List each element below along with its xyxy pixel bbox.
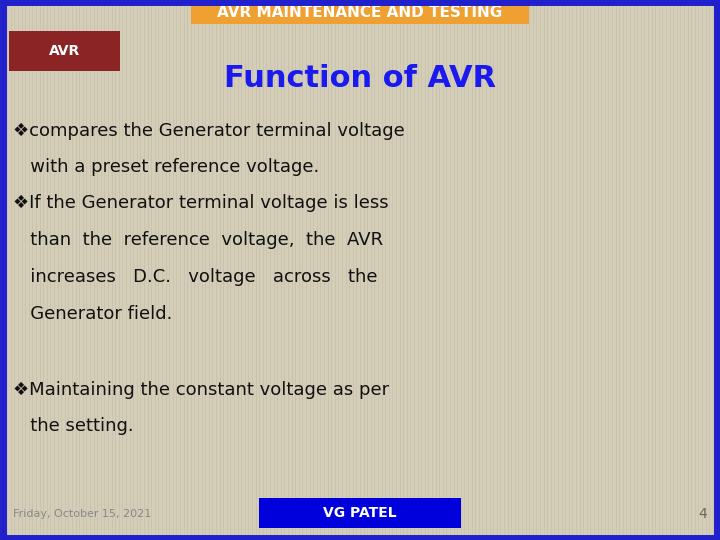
Text: AVR MAINTENANCE AND TESTING: AVR MAINTENANCE AND TESTING <box>217 5 503 21</box>
Bar <box>9 31 120 71</box>
Text: than  the  reference  voltage,  the  AVR: than the reference voltage, the AVR <box>13 231 383 249</box>
Text: the setting.: the setting. <box>13 417 134 435</box>
Text: VG PATEL: VG PATEL <box>323 507 397 520</box>
Text: increases   D.C.   voltage   across   the: increases D.C. voltage across the <box>13 268 377 286</box>
Bar <box>191 2 529 24</box>
Text: ❖If the Generator terminal voltage is less: ❖If the Generator terminal voltage is le… <box>13 194 389 212</box>
Text: 4: 4 <box>698 507 707 521</box>
Text: ❖compares the Generator terminal voltage: ❖compares the Generator terminal voltage <box>13 122 405 139</box>
Text: Friday, October 15, 2021: Friday, October 15, 2021 <box>13 509 151 519</box>
Text: Generator field.: Generator field. <box>13 305 172 322</box>
Text: Function of AVR: Function of AVR <box>224 64 496 93</box>
Text: with a preset reference voltage.: with a preset reference voltage. <box>13 158 319 176</box>
Text: ❖Maintaining the constant voltage as per: ❖Maintaining the constant voltage as per <box>13 381 389 399</box>
Bar <box>259 498 461 528</box>
Text: AVR: AVR <box>49 44 80 58</box>
